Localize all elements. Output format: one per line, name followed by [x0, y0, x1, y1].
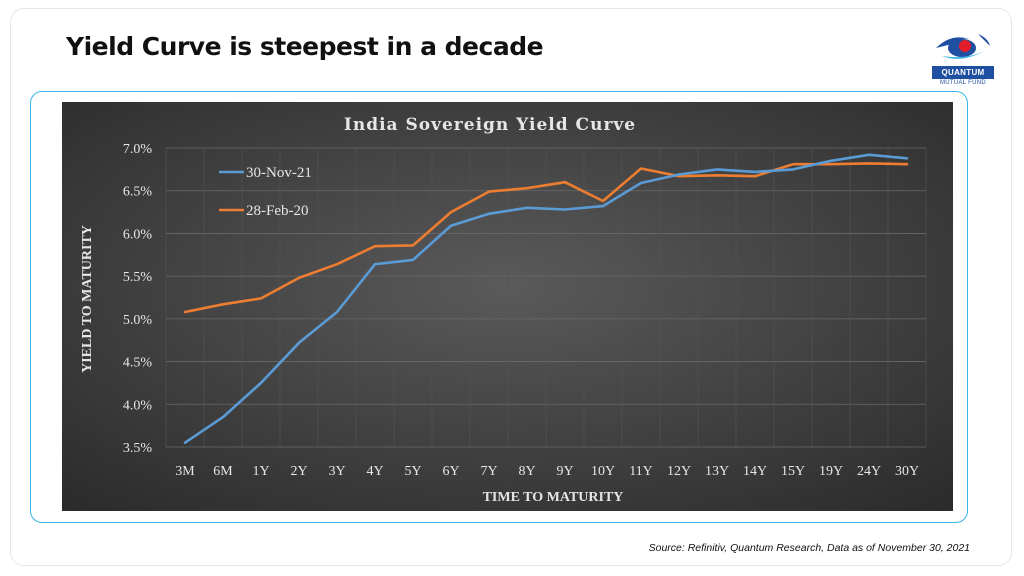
x-tick-label: 1Y [252, 464, 269, 479]
chart-title: India Sovereign Yield Curve [344, 115, 636, 135]
x-tick-label: 5Y [404, 464, 421, 479]
x-tick-label: 3M [175, 464, 195, 479]
x-tick-label: 11Y [629, 464, 653, 479]
x-tick-label: 14Y [743, 464, 767, 479]
x-tick-label: 12Y [667, 464, 691, 479]
page-title: Yield Curve is steepest in a decade [66, 32, 544, 61]
y-tick-label: 4.0% [123, 398, 153, 413]
quantum-logo: QUANTUM MUTUAL FUND [932, 26, 994, 86]
y-tick-label: 5.0% [123, 313, 153, 328]
x-tick-label: 13Y [705, 464, 729, 479]
y-tick-label: 7.0% [123, 142, 153, 157]
y-tick-label: 6.5% [123, 185, 153, 200]
x-axis-label: TIME TO MATURITY [483, 490, 624, 505]
x-tick-label: 6Y [442, 464, 459, 479]
chart-frame [30, 91, 968, 523]
x-tick-label: 4Y [366, 464, 383, 479]
x-tick-label: 15Y [781, 464, 805, 479]
x-tick-label: 19Y [819, 464, 843, 479]
y-tick-label: 6.0% [123, 227, 153, 242]
yield-curve-chart: India Sovereign Yield Curve TIME TO MATU… [62, 102, 953, 511]
logo-subtitle: MUTUAL FUND [939, 80, 987, 86]
x-tick-label: 30Y [895, 464, 919, 479]
series-line-30-Nov-21 [183, 153, 909, 445]
legend-label: 28-Feb-20 [246, 203, 309, 219]
y-axis-label: YIELD TO MATURITY [80, 225, 95, 373]
y-tick-label: 3.5% [123, 441, 153, 456]
source-note: Source: Refinitiv, Quantum Research, Dat… [648, 542, 970, 554]
y-tick-label: 5.5% [123, 270, 153, 285]
x-tick-label: 24Y [857, 464, 881, 479]
x-tick-label: 3Y [328, 464, 345, 479]
y-tick-label: 4.5% [123, 356, 153, 371]
series-line-28-Feb-20 [183, 162, 909, 314]
x-tick-label: 10Y [591, 464, 615, 479]
x-tick-label: 7Y [480, 464, 497, 479]
x-tick-label: 8Y [518, 464, 535, 479]
x-tick-label: 6M [213, 464, 233, 479]
logo-emblem-icon [932, 26, 994, 66]
legend-label: 30-Nov-21 [246, 165, 312, 181]
x-tick-label: 9Y [556, 464, 573, 479]
logo-wordmark: QUANTUM [932, 66, 994, 79]
x-tick-label: 2Y [290, 464, 307, 479]
